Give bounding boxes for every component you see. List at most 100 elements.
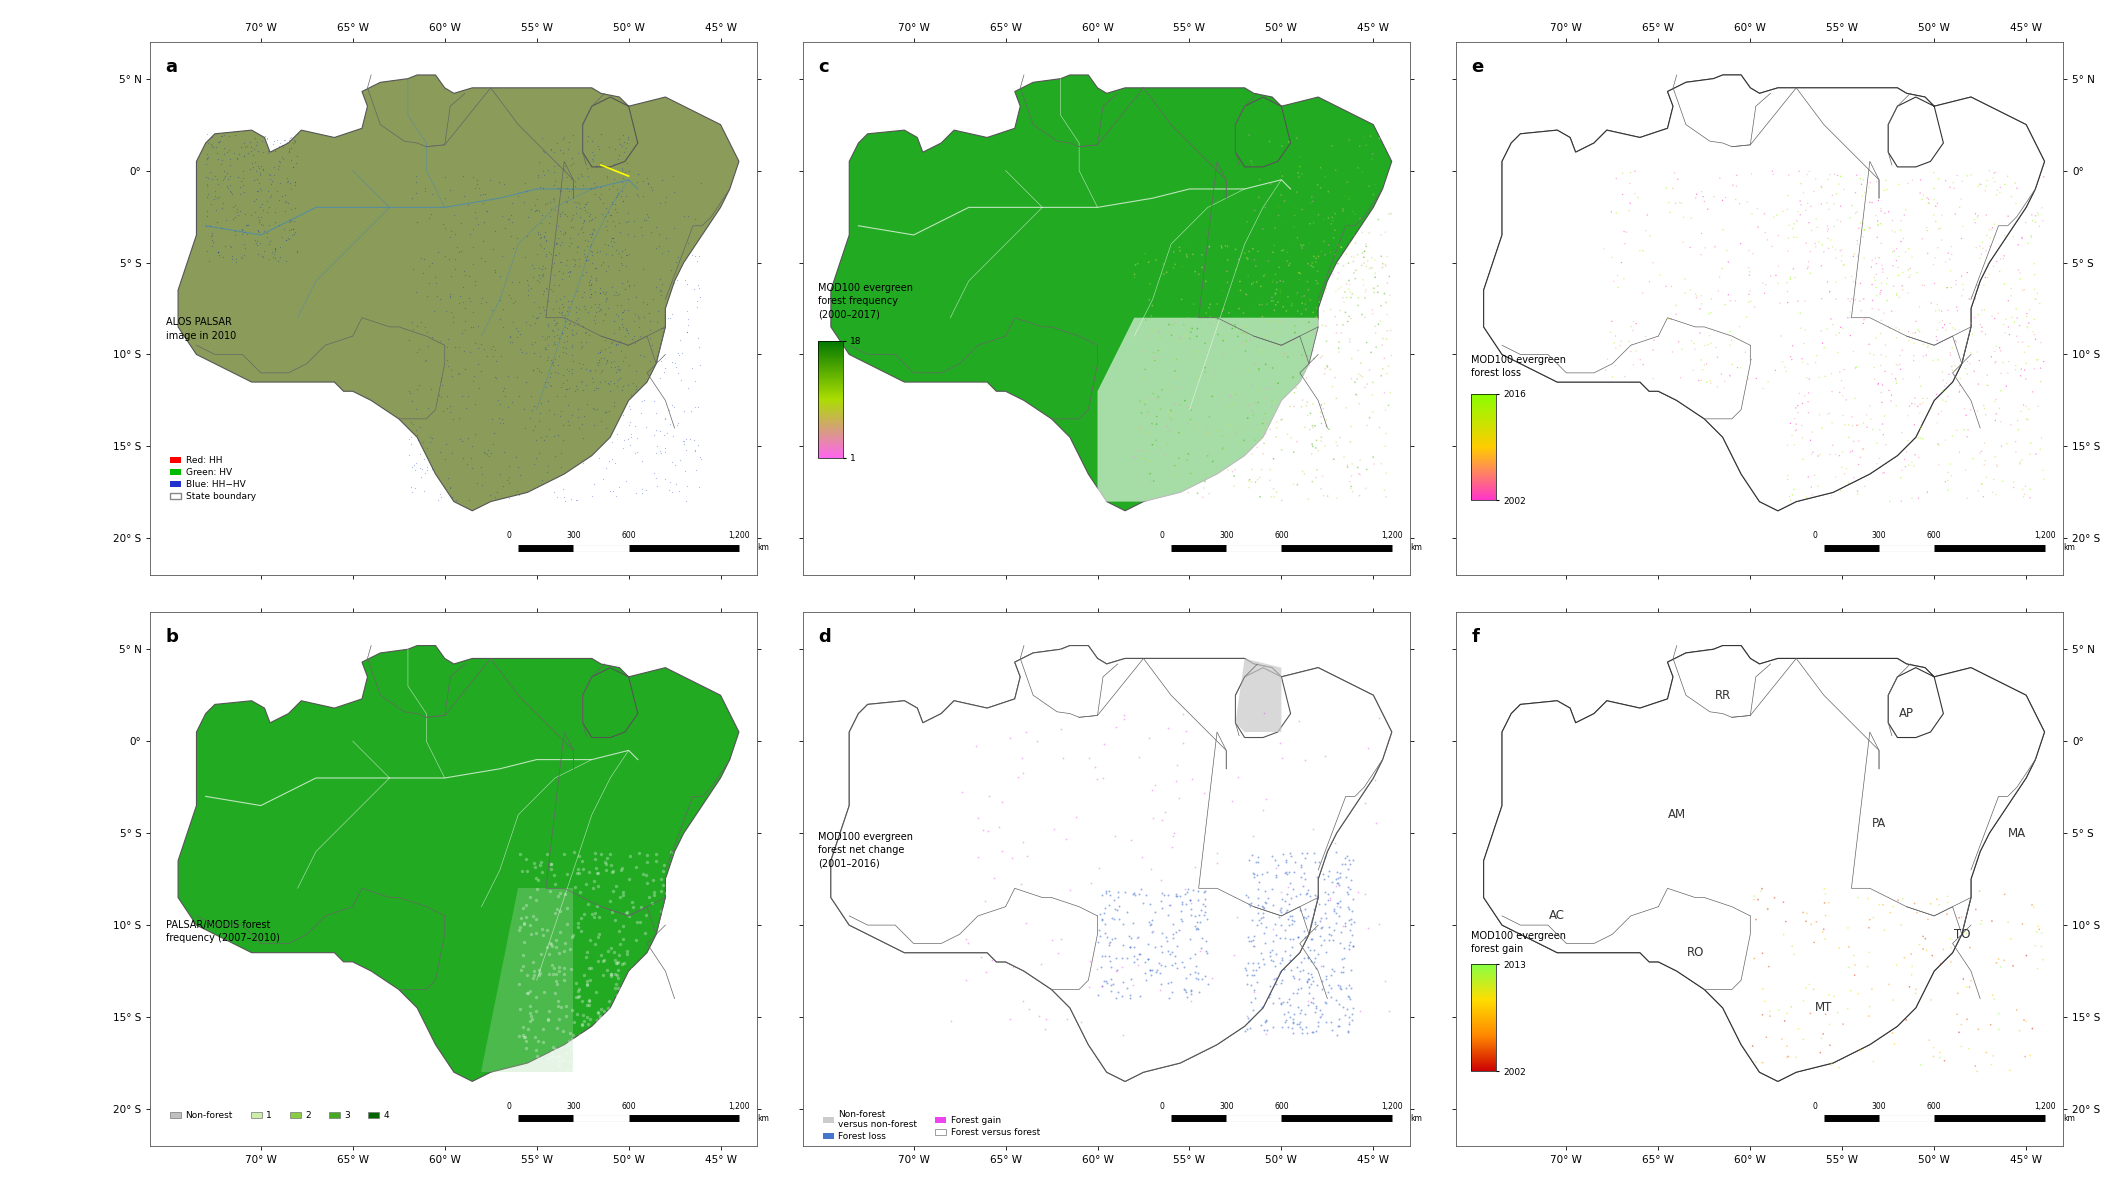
Point: [1859, 255, 1893, 274]
Point: [510, 1020, 544, 1039]
Point: [1925, 231, 1958, 250]
Point: [1218, 340, 1252, 359]
Point: [1735, 205, 1769, 224]
Point: [1288, 899, 1322, 919]
Point: [1046, 749, 1079, 768]
Point: [607, 133, 641, 152]
Point: [1998, 443, 2032, 462]
Point: [578, 1048, 611, 1067]
Point: [521, 871, 554, 890]
Point: [2007, 480, 2041, 499]
Point: [1853, 997, 1887, 1017]
Point: [1081, 986, 1115, 1005]
Point: [487, 443, 521, 462]
Point: [645, 1035, 679, 1054]
Point: [242, 158, 276, 177]
Point: [533, 1001, 567, 1020]
Text: 0: 0: [1159, 1102, 1164, 1111]
Point: [519, 201, 552, 220]
Point: [1155, 982, 1189, 1001]
Point: [1191, 331, 1225, 350]
Point: [609, 187, 643, 206]
Point: [1752, 899, 1785, 919]
Point: [1334, 466, 1368, 486]
Point: [662, 482, 696, 501]
Text: PA: PA: [1872, 817, 1887, 830]
Point: [567, 965, 601, 984]
Point: [1324, 238, 1358, 257]
Point: [1781, 1019, 1815, 1038]
Point: [1284, 1013, 1318, 1032]
Point: [573, 178, 607, 197]
Point: [1180, 483, 1214, 502]
Point: [1242, 380, 1275, 399]
Point: [575, 224, 609, 243]
Point: [1343, 209, 1377, 228]
Point: [1944, 197, 1977, 216]
Point: [1174, 321, 1208, 340]
Point: [1193, 307, 1227, 327]
Point: [1773, 490, 1807, 509]
Point: [1235, 152, 1269, 171]
Point: [1170, 451, 1204, 470]
Point: [571, 202, 605, 221]
Point: [1254, 847, 1288, 866]
Point: [1313, 887, 1347, 907]
Point: [497, 292, 531, 311]
Point: [1153, 988, 1187, 1007]
Point: [438, 249, 472, 268]
Point: [1798, 465, 1832, 484]
Point: [620, 428, 653, 447]
Point: [647, 999, 681, 1018]
Point: [1617, 321, 1651, 340]
Point: [1941, 1023, 1975, 1042]
Point: [523, 403, 557, 422]
Point: [468, 184, 502, 203]
Point: [1885, 210, 1918, 230]
Point: [1836, 416, 1870, 435]
Point: [647, 964, 681, 983]
Point: [2013, 300, 2047, 319]
Point: [407, 432, 441, 451]
Point: [1130, 391, 1164, 410]
Point: [1773, 215, 1807, 234]
Point: [535, 1046, 569, 1066]
Point: [1202, 310, 1235, 329]
Point: [1963, 237, 1996, 256]
Point: [1254, 391, 1288, 410]
Point: [1216, 462, 1250, 481]
Point: [1859, 286, 1893, 305]
Point: [1954, 165, 1988, 184]
Point: [2003, 269, 2036, 288]
Point: [670, 310, 704, 329]
Point: [1889, 200, 1922, 219]
Point: [1277, 216, 1311, 236]
Point: [1098, 988, 1132, 1007]
Point: [521, 1032, 554, 1051]
Point: [628, 963, 662, 982]
Point: [2013, 488, 2047, 507]
Text: 1,200: 1,200: [727, 531, 750, 541]
Point: [394, 482, 428, 501]
Point: [1600, 266, 1634, 285]
Point: [594, 245, 628, 264]
Point: [1946, 286, 1979, 305]
Point: [1355, 279, 1389, 298]
Point: [196, 225, 230, 244]
Point: [1973, 161, 2007, 181]
Point: [1882, 175, 1916, 194]
Point: [1834, 196, 1868, 215]
Point: [1840, 246, 1874, 266]
Point: [626, 452, 660, 471]
Point: [626, 187, 660, 206]
Point: [1132, 895, 1166, 914]
Point: [1282, 301, 1315, 321]
Point: [1254, 976, 1288, 995]
Point: [607, 916, 641, 935]
Point: [234, 132, 268, 151]
Point: [538, 142, 571, 161]
Point: [1693, 327, 1726, 346]
Point: [1037, 819, 1071, 838]
Point: [1960, 402, 1994, 421]
Point: [613, 385, 647, 404]
